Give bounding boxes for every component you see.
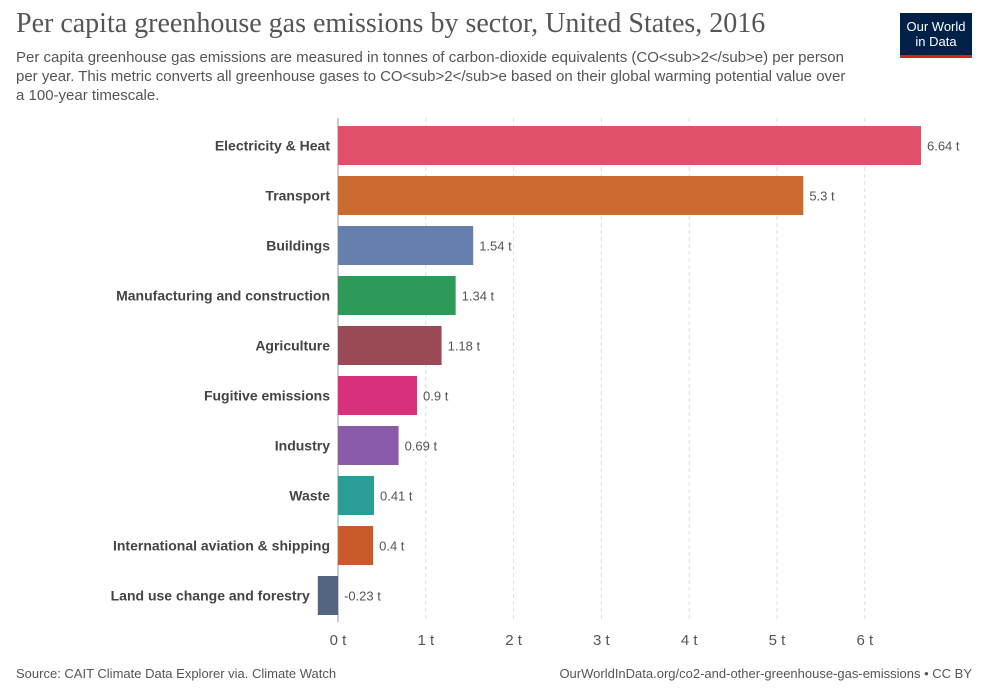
value-label: 6.64 t — [927, 139, 960, 154]
value-label: 5.3 t — [809, 189, 835, 204]
x-tick-label: 5 t — [769, 632, 787, 649]
value-label: 0.4 t — [379, 539, 405, 554]
value-label: 0.69 t — [405, 439, 438, 454]
bar[interactable] — [338, 376, 418, 415]
x-tick-label: 2 t — [505, 632, 523, 649]
x-tick-label: 1 t — [417, 632, 435, 649]
chart-title: Per capita greenhouse gas emissions by s… — [16, 8, 766, 39]
x-tick-label: 6 t — [856, 632, 874, 649]
bar[interactable] — [338, 326, 442, 365]
category-label: Buildings — [266, 238, 330, 254]
x-tick-label: 3 t — [593, 632, 611, 649]
category-label: Agriculture — [255, 338, 330, 354]
bar[interactable] — [338, 276, 456, 315]
bar[interactable] — [338, 126, 921, 165]
value-label: 1.34 t — [462, 289, 495, 304]
x-tick-label: 0 t — [330, 632, 348, 649]
bar[interactable] — [338, 226, 474, 265]
logo-line-2: in Data — [915, 34, 957, 49]
bar[interactable] — [317, 576, 338, 615]
category-label: International aviation & shipping — [113, 538, 330, 554]
bar-chart: 0 t 1 t 2 t 3 t 4 t 5 t 6 t Electricity & Heat 6… — [111, 118, 960, 649]
owid-logo[interactable]: Our World in Data — [900, 13, 972, 58]
category-label: Fugitive emissions — [204, 388, 330, 404]
value-label: 1.18 t — [448, 339, 481, 354]
value-label: 1.54 t — [479, 239, 512, 254]
bar[interactable] — [338, 476, 374, 515]
bar[interactable] — [338, 426, 399, 465]
category-label: Industry — [275, 438, 330, 454]
x-tick-label: 4 t — [681, 632, 699, 649]
bar[interactable] — [338, 526, 374, 565]
source-note: Source: CAIT Climate Data Explorer via. … — [16, 666, 337, 681]
source-url[interactable]: OurWorldInData.org/co2-and-other-greenho… — [559, 666, 972, 681]
category-label: Electricity & Heat — [215, 138, 330, 154]
category-label: Transport — [265, 188, 330, 204]
value-label: 0.9 t — [423, 389, 449, 404]
category-label: Manufacturing and construction — [116, 288, 330, 304]
category-label: Land use change and forestry — [111, 588, 310, 604]
chart-subtitle: Per capita greenhouse gas emissions are … — [16, 49, 846, 104]
logo-line-1: Our World — [906, 19, 966, 34]
value-label: -0.23 t — [344, 589, 381, 604]
category-label: Waste — [289, 488, 330, 504]
bar[interactable] — [338, 176, 804, 215]
value-label: 0.41 t — [380, 489, 413, 504]
